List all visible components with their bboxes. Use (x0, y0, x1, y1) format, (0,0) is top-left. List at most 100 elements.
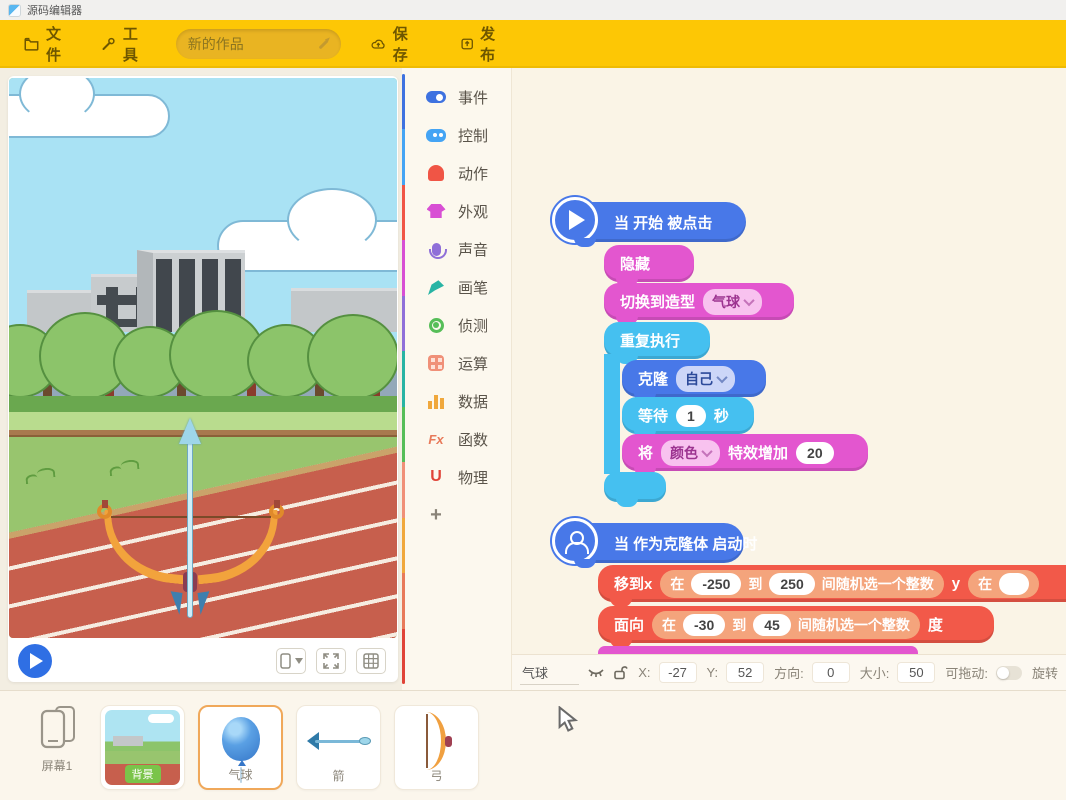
category-looks[interactable]: 外观 (402, 192, 512, 230)
size-input[interactable]: 50 (897, 662, 936, 683)
sprite-card-balloon[interactable]: 气球 (198, 705, 283, 790)
block-label: 当 作为克隆体 启动时 (614, 535, 758, 553)
arrow-head (179, 418, 201, 444)
fx-icon: Fx (428, 431, 444, 447)
block-label: 隐藏 (620, 256, 651, 273)
toolbar: 文件 工具 新的作品 保存 发布 (0, 20, 1066, 68)
block-label: 当 开始 被点击 (614, 214, 713, 232)
lock-open-icon[interactable] (613, 665, 628, 680)
save-button[interactable]: 保存 (361, 17, 425, 71)
x-input[interactable]: -27 (658, 662, 697, 683)
repeat-c-bottom[interactable] (604, 472, 666, 507)
sprite-card-background[interactable]: 背景 (100, 705, 185, 790)
chevron-down-icon (701, 445, 713, 457)
category-sensing[interactable]: 侦测 (402, 306, 512, 344)
block-repeat-forever[interactable]: 重复执行 (604, 322, 710, 364)
effect-amount-input[interactable]: 20 (796, 441, 834, 464)
sprite-name-input[interactable]: 气球 (520, 661, 580, 685)
wait-seconds-input[interactable]: 1 (676, 404, 706, 427)
visibility-eye-icon[interactable] (587, 668, 605, 678)
arrow-fletching (167, 591, 183, 615)
project-name-text: 新的作品 (187, 36, 244, 52)
add-category-button[interactable]: + (402, 496, 512, 534)
category-physics[interactable]: U 物理 (402, 458, 512, 496)
direction-label: 方向: (774, 666, 804, 681)
category-data[interactable]: 数据 (402, 382, 512, 420)
block-wait[interactable]: 等待 1 秒 (622, 397, 754, 439)
save-button-label: 保存 (392, 26, 408, 64)
title-bar: 源码编辑器 (0, 0, 1066, 20)
block-hide[interactable]: 隐藏 (604, 245, 694, 287)
publish-button[interactable]: 发布 (451, 17, 512, 71)
min-input[interactable]: -30 (683, 613, 726, 636)
random-int-block[interactable]: 在 -250 到 250 间随机选一个整数 (660, 569, 944, 598)
play-button[interactable] (18, 644, 52, 678)
plus-icon: + (430, 503, 442, 526)
category-functions[interactable]: Fx 函数 (402, 420, 512, 458)
microphone-icon (426, 239, 446, 259)
block-clone[interactable]: 克隆 自己 (622, 360, 766, 402)
balloon-thumbnail (221, 716, 260, 783)
block-workspace[interactable]: 当 开始 被点击 隐藏 切换到造型 气球 重复执行 克隆 自己 等待 1 秒 将… (512, 68, 1066, 690)
arrow-thumbnail (306, 731, 371, 751)
cloud-shape (9, 78, 170, 138)
screen-item[interactable]: 屏幕1 (22, 703, 92, 774)
random-int-block[interactable]: 在 (968, 569, 1040, 598)
pen-icon (426, 277, 446, 297)
block-label: 切换到造型 (620, 294, 696, 311)
play-flag-icon (552, 197, 598, 243)
bow-limb (97, 509, 191, 585)
bar-chart-icon (426, 391, 446, 411)
x-label: X: (638, 665, 651, 680)
category-sound[interactable]: 声音 (402, 230, 512, 268)
max-input[interactable]: 45 (753, 613, 791, 636)
sprite-card-arrow[interactable]: 箭 (296, 705, 381, 790)
tools-button-label: 工具 (122, 26, 138, 64)
stage-panel (8, 76, 398, 682)
size-label: 大小: (859, 666, 890, 681)
sprite-card-bow[interactable]: 弓 (394, 705, 479, 790)
y-input[interactable]: 52 (726, 662, 765, 683)
block-switch-costume[interactable]: 切换到造型 气球 (604, 283, 794, 325)
block-when-clone-starts[interactable]: 当 作为克隆体 启动时 (552, 518, 757, 568)
block-label: 面向 (614, 617, 645, 634)
clone-target-dropdown[interactable]: 自己 (676, 365, 736, 392)
costume-dropdown[interactable]: 气球 (703, 288, 763, 315)
category-events[interactable]: 事件 (402, 78, 512, 116)
file-button[interactable]: 文件 (14, 17, 81, 71)
category-color-strip (402, 74, 405, 684)
draggable-toggle[interactable] (995, 665, 1022, 680)
category-control[interactable]: 控制 (402, 116, 512, 154)
chevron-down-icon (716, 371, 728, 383)
random-int-block[interactable]: 在 -30 到 45 间随机选一个整数 (652, 610, 920, 639)
category-motion[interactable]: 动作 (402, 154, 512, 192)
block-move-to-xy[interactable]: 移到x 在 -250 到 250 间随机选一个整数 y 在 (598, 565, 1066, 607)
project-name-input[interactable]: 新的作品 (175, 29, 342, 59)
bow-tip (97, 500, 112, 519)
fullscreen-button[interactable] (316, 648, 346, 674)
grid-icon (363, 653, 379, 669)
calculator-icon (426, 353, 446, 373)
direction-input[interactable]: 0 (811, 662, 850, 683)
min-input[interactable]: -250 (691, 572, 742, 595)
tree-shape (307, 314, 397, 400)
draggable-label: 可拖动: (945, 666, 988, 681)
block-change-effect[interactable]: 将 颜色 特效增加 20 (622, 434, 868, 476)
max-input[interactable]: 250 (769, 572, 815, 595)
arrow-fletching (197, 591, 213, 615)
category-pen[interactable]: 画笔 (402, 268, 512, 306)
tools-button[interactable]: 工具 (91, 17, 158, 71)
file-button-label: 文件 (45, 26, 61, 64)
sprite-status-bar: 气球 X: -27 Y: 52 方向: 0 大小: 50 可拖动: 旋转 (512, 654, 1066, 690)
category-operators[interactable]: 运算 (402, 344, 512, 382)
effect-dropdown[interactable]: 颜色 (661, 439, 721, 466)
min-input[interactable] (999, 572, 1030, 595)
tree-trunk (177, 368, 186, 406)
block-when-start-clicked[interactable]: 当 开始 被点击 (552, 197, 746, 247)
block-point-direction[interactable]: 面向 在 -30 到 45 间随机选一个整数 度 (598, 606, 994, 648)
screen-orientation-button[interactable] (276, 648, 306, 674)
bow-arrow-sprite[interactable] (97, 418, 285, 626)
grid-button[interactable] (356, 648, 386, 674)
arrow-shaft (187, 436, 193, 618)
